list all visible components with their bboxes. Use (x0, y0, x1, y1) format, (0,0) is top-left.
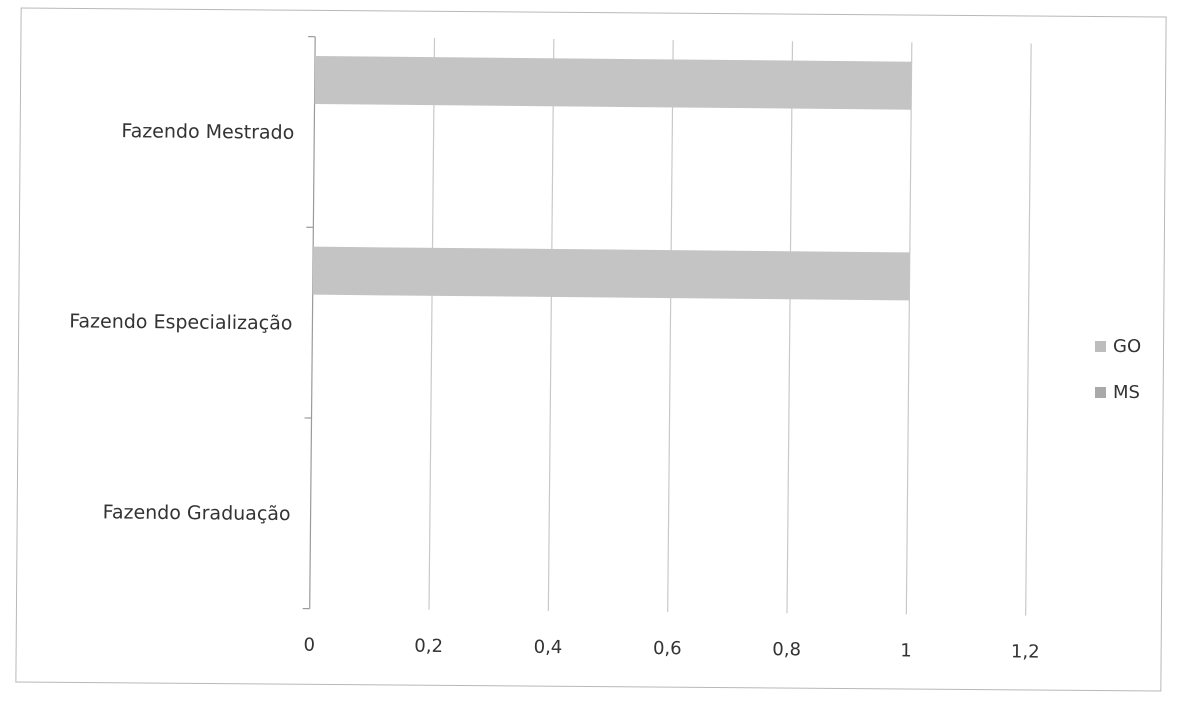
chart-frame (15, 8, 1166, 692)
